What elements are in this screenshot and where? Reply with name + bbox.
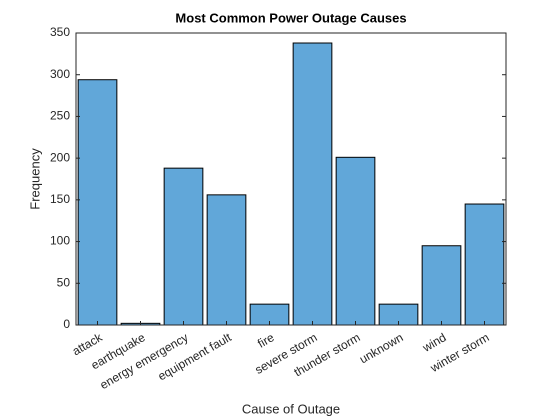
- bar: [206, 194, 247, 326]
- y-tick-label: 200: [50, 150, 70, 164]
- y-tick-label: 150: [50, 192, 70, 206]
- bar: [421, 245, 462, 326]
- bar: [163, 167, 204, 326]
- chart-title: Most Common Power Outage Causes: [175, 10, 406, 25]
- y-tick-label: 0: [63, 317, 70, 331]
- y-tick-label: 100: [50, 234, 70, 248]
- y-tick-label: 350: [50, 25, 70, 39]
- y-tick-label: 50: [57, 275, 71, 289]
- plot-frame: [75, 32, 507, 326]
- x-tick-label: wind: [419, 330, 448, 355]
- y-tick-label: 250: [50, 109, 70, 123]
- y-tick-label: 300: [50, 67, 70, 81]
- bar: [292, 42, 333, 326]
- bar: [77, 79, 118, 326]
- y-axis-label: Frequency: [27, 148, 42, 210]
- bar: [464, 203, 505, 326]
- x-tick-label: unknown: [357, 330, 406, 366]
- x-tick-label: equipment fault: [156, 330, 235, 383]
- bar: [335, 156, 376, 326]
- x-tick-label: fire: [255, 330, 277, 351]
- x-axis-label: Cause of Outage: [242, 401, 340, 416]
